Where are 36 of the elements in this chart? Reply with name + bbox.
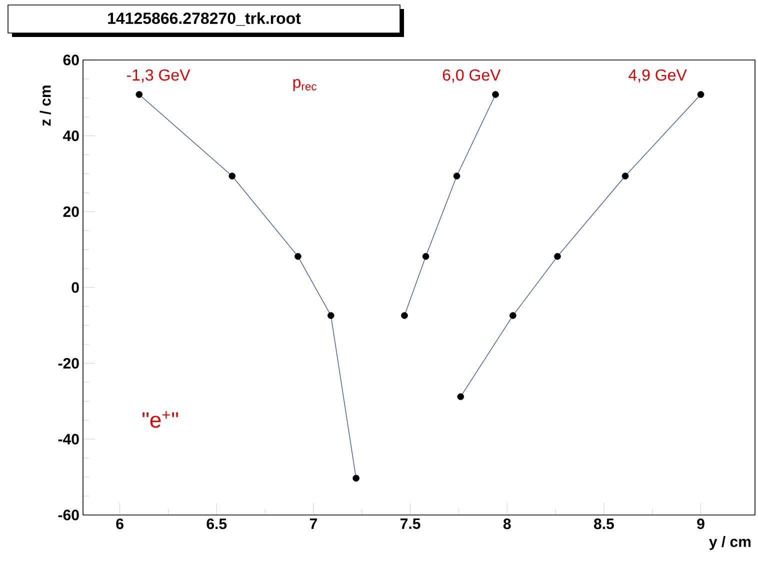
x-tick-label: 6 (116, 518, 124, 530)
annotation: 6,0 GeV (442, 69, 501, 83)
x-tick-label: 8 (503, 518, 511, 530)
point (294, 252, 302, 260)
point (352, 474, 360, 482)
annotation: "e$^{+}$" (142, 411, 178, 428)
y-tick-label: -20 (58, 358, 79, 369)
point (401, 312, 408, 319)
point (228, 172, 236, 180)
annotation: p$_{rec}$ (293, 79, 316, 91)
point (554, 252, 561, 260)
point (697, 91, 704, 98)
annotation: -1,3 GeV (126, 69, 190, 83)
y-tick-label: 60 (63, 54, 79, 66)
x-tick-label: 7.5 (400, 518, 420, 529)
chart-title: 14125866.278270_trk.root (108, 12, 301, 26)
y-tick-label: -60 (58, 510, 79, 520)
y-tick-label: 0 (72, 282, 79, 293)
point (457, 393, 464, 400)
y-axis-title: z / cm (40, 86, 51, 126)
x-axis-title: y / cm (709, 536, 751, 550)
point (622, 172, 629, 180)
point (327, 312, 334, 319)
annotation: 4,9 GeV (628, 69, 687, 83)
point (492, 91, 499, 98)
point (510, 312, 516, 319)
point (136, 91, 143, 98)
x-tick-label: 8.5 (594, 518, 614, 530)
y-tick-label: 40 (63, 130, 79, 142)
x-tick-label: 6.5 (206, 518, 227, 530)
x-tick-label: 9 (697, 518, 704, 530)
y-tick-label: -40 (58, 434, 79, 444)
point (453, 172, 460, 180)
x-tick-label: 7 (310, 518, 317, 529)
y-tick-label: 20 (63, 206, 79, 217)
point (422, 252, 430, 260)
